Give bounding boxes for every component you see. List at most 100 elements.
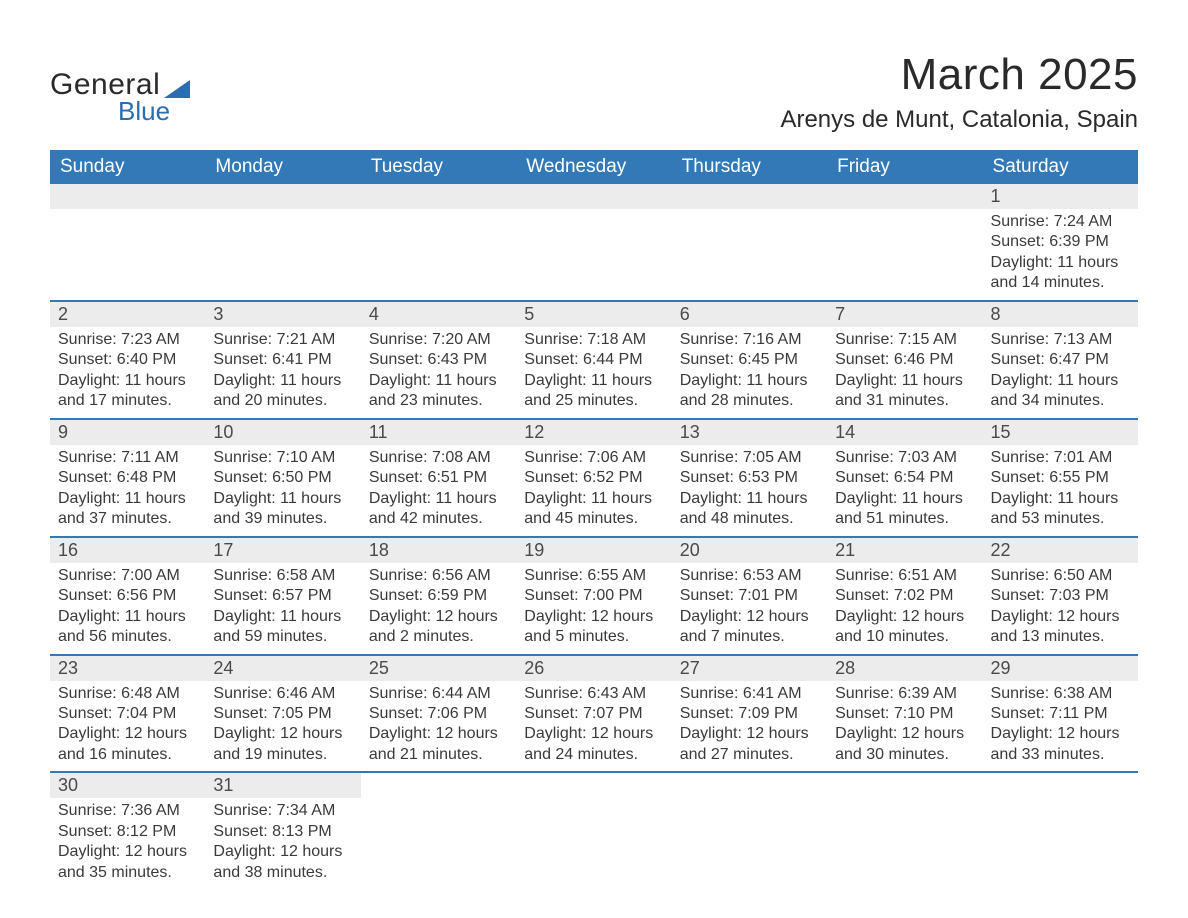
day-day1: Daylight: 12 hours <box>524 724 663 744</box>
day-day1: Daylight: 11 hours <box>835 489 974 509</box>
day-day2: and 45 minutes. <box>524 509 663 529</box>
day-detail-cell: Sunrise: 6:58 AMSunset: 6:57 PMDaylight:… <box>205 563 360 655</box>
day-day1: Daylight: 12 hours <box>369 724 508 744</box>
day-detail-cell: Sunrise: 6:44 AMSunset: 7:06 PMDaylight:… <box>361 681 516 773</box>
day-sunrise: Sunrise: 6:38 AM <box>991 684 1130 704</box>
day-sunset: Sunset: 8:13 PM <box>213 822 352 842</box>
day-detail-cell <box>516 209 671 301</box>
week-number-row: 9101112131415 <box>50 419 1138 445</box>
day-number-cell: 5 <box>516 301 671 327</box>
day-day1: Daylight: 11 hours <box>58 607 197 627</box>
day-detail-cell: Sunrise: 6:50 AMSunset: 7:03 PMDaylight:… <box>983 563 1138 655</box>
day-sunrise: Sunrise: 7:05 AM <box>680 448 819 468</box>
day-number-cell: 22 <box>983 537 1138 563</box>
day-number-cell <box>672 184 827 209</box>
day-number-cell: 11 <box>361 419 516 445</box>
day-sunrise: Sunrise: 6:53 AM <box>680 566 819 586</box>
day-detail-cell: Sunrise: 7:10 AMSunset: 6:50 PMDaylight:… <box>205 445 360 537</box>
day-day1: Daylight: 12 hours <box>835 724 974 744</box>
day-detail-cell: Sunrise: 7:05 AMSunset: 6:53 PMDaylight:… <box>672 445 827 537</box>
day-number-cell <box>827 184 982 209</box>
day-number-cell <box>361 772 516 798</box>
day-day2: and 13 minutes. <box>991 627 1130 647</box>
day-number-cell: 8 <box>983 301 1138 327</box>
day-day1: Daylight: 11 hours <box>680 371 819 391</box>
day-sunset: Sunset: 7:07 PM <box>524 704 663 724</box>
day-sunrise: Sunrise: 7:21 AM <box>213 330 352 350</box>
day-number-cell: 9 <box>50 419 205 445</box>
day-day2: and 28 minutes. <box>680 391 819 411</box>
day-sunset: Sunset: 7:00 PM <box>524 586 663 606</box>
day-sunset: Sunset: 6:44 PM <box>524 350 663 370</box>
day-detail-cell: Sunrise: 7:21 AMSunset: 6:41 PMDaylight:… <box>205 327 360 419</box>
day-header: Thursday <box>672 150 827 184</box>
day-detail-cell: Sunrise: 6:43 AMSunset: 7:07 PMDaylight:… <box>516 681 671 773</box>
day-number-cell: 30 <box>50 772 205 798</box>
day-day1: Daylight: 11 hours <box>524 371 663 391</box>
day-day1: Daylight: 11 hours <box>369 371 508 391</box>
day-day1: Daylight: 11 hours <box>213 489 352 509</box>
day-day2: and 56 minutes. <box>58 627 197 647</box>
day-detail-cell: Sunrise: 7:18 AMSunset: 6:44 PMDaylight:… <box>516 327 671 419</box>
week-detail-row: Sunrise: 7:11 AMSunset: 6:48 PM Daylight:… <box>50 445 1138 537</box>
day-detail-cell <box>361 798 516 889</box>
week-detail-row: Sunrise: 7:23 AMSunset: 6:40 PMDaylight:… <box>50 327 1138 419</box>
day-detail-cell: Sunrise: 6:56 AMSunset: 6:59 PMDaylight:… <box>361 563 516 655</box>
day-day1: Daylight: 11 hours <box>58 371 197 391</box>
day-number-cell <box>205 184 360 209</box>
day-day1: Daylight: 11 hours <box>213 607 352 627</box>
week-number-row: 16171819202122 <box>50 537 1138 563</box>
day-sunrise: Sunrise: 7:13 AM <box>991 330 1130 350</box>
day-number-cell: 23 <box>50 655 205 681</box>
day-detail-cell: Sunrise: 7:16 AMSunset: 6:45 PMDaylight:… <box>672 327 827 419</box>
day-day1: Daylight: 12 hours <box>58 842 197 862</box>
day-header-row: Sunday Monday Tuesday Wednesday Thursday… <box>50 150 1138 184</box>
day-sunrise: Sunrise: 7:10 AM <box>213 448 352 468</box>
day-sunset: Sunset: 6:50 PM <box>213 468 352 488</box>
day-detail-cell: Sunrise: 7:01 AMSunset: 6:55 PMDaylight:… <box>983 445 1138 537</box>
day-number-cell: 1 <box>983 184 1138 209</box>
day-sunset: Sunset: 6:48 PM <box>58 468 197 488</box>
day-detail-cell <box>827 798 982 889</box>
day-day2: and 16 minutes. <box>58 745 197 765</box>
day-sunset: Sunset: 7:01 PM <box>680 586 819 606</box>
day-sunset: Sunset: 6:56 PM <box>58 586 197 606</box>
day-detail-cell: Sunrise: 7:36 AMSunset: 8:12 PMDaylight:… <box>50 798 205 889</box>
day-sunrise: Sunrise: 7:36 AM <box>58 801 197 821</box>
day-day2: and 33 minutes. <box>991 745 1130 765</box>
day-number-cell: 3 <box>205 301 360 327</box>
day-day1: Daylight: 12 hours <box>213 724 352 744</box>
day-detail-cell: Sunrise: 6:55 AMSunset: 7:00 PMDaylight:… <box>516 563 671 655</box>
day-sunrise: Sunrise: 7:08 AM <box>369 448 508 468</box>
day-number-cell: 16 <box>50 537 205 563</box>
day-day2: and 39 minutes. <box>213 509 352 529</box>
day-number-cell: 25 <box>361 655 516 681</box>
day-sunset: Sunset: 6:46 PM <box>835 350 974 370</box>
header: General Blue March 2025 Arenys de Munt, … <box>50 50 1138 134</box>
day-header: Wednesday <box>516 150 671 184</box>
day-sunrise: Sunrise: 6:41 AM <box>680 684 819 704</box>
day-day1: Daylight: 11 hours <box>835 371 974 391</box>
day-detail-cell <box>827 209 982 301</box>
day-detail-cell: Sunrise: 6:41 AMSunset: 7:09 PMDaylight:… <box>672 681 827 773</box>
day-day2: and 19 minutes. <box>213 745 352 765</box>
week-number-row: 1 <box>50 184 1138 209</box>
day-detail-cell: Sunrise: 7:06 AMSunset: 6:52 PMDaylight:… <box>516 445 671 537</box>
day-day2: and 7 minutes. <box>680 627 819 647</box>
day-day2: and 38 minutes. <box>213 863 352 883</box>
day-sunset: Sunset: 6:47 PM <box>991 350 1130 370</box>
day-detail-cell: Sunrise: 6:46 AMSunset: 7:05 PMDaylight:… <box>205 681 360 773</box>
day-header: Monday <box>205 150 360 184</box>
day-day2: and 59 minutes. <box>213 627 352 647</box>
day-sunrise: Sunrise: 7:11 AM <box>58 448 197 468</box>
day-number-cell: 27 <box>672 655 827 681</box>
day-number-cell: 28 <box>827 655 982 681</box>
logo: General Blue <box>50 50 190 127</box>
day-sunrise: Sunrise: 7:01 AM <box>991 448 1130 468</box>
day-sunset: Sunset: 6:55 PM <box>991 468 1130 488</box>
day-detail-cell: Sunrise: 7:08 AMSunset: 6:51 PMDaylight:… <box>361 445 516 537</box>
day-day1: Daylight: 12 hours <box>58 724 197 744</box>
day-day1: Daylight: 12 hours <box>213 842 352 862</box>
day-detail-cell: Sunrise: 6:48 AMSunset: 7:04 PMDaylight:… <box>50 681 205 773</box>
day-number-cell: 17 <box>205 537 360 563</box>
